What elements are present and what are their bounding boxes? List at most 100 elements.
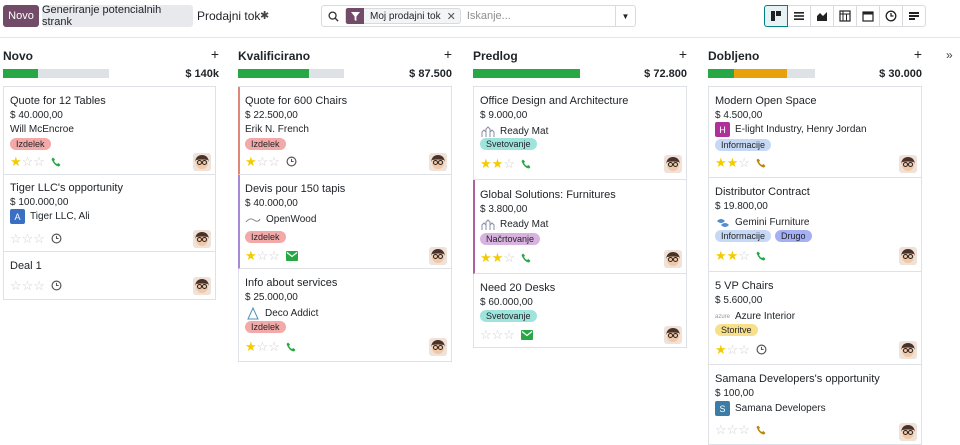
- close-icon[interactable]: ✕: [446, 10, 456, 23]
- card-footer: ☆☆☆: [480, 328, 533, 341]
- kanban-column-predlog: Predlog + $ 72.800 Office Design and Arc…: [473, 38, 689, 348]
- card-tags: Izdelek: [245, 138, 290, 150]
- priority-stars[interactable]: ★☆☆: [245, 248, 280, 263]
- map-view-icon[interactable]: [902, 5, 926, 27]
- card-tags: Načrtovanje: [480, 233, 544, 245]
- card-list: Modern Open Space $ 4.500,00 H E-light I…: [708, 86, 922, 445]
- email-icon[interactable]: [520, 329, 533, 340]
- avatar[interactable]: [193, 230, 211, 248]
- phone-icon[interactable]: [521, 253, 531, 263]
- priority-stars[interactable]: ★☆☆: [10, 154, 45, 169]
- avatar[interactable]: [899, 341, 917, 359]
- clock-icon[interactable]: [51, 280, 62, 291]
- column-progress-bar[interactable]: [3, 69, 109, 78]
- tag: Drugo: [775, 230, 812, 242]
- priority-stars[interactable]: ☆☆☆: [715, 422, 750, 437]
- graph-view-icon[interactable]: [810, 5, 834, 27]
- card-list: Office Design and Architecture $ 9.000,0…: [473, 86, 687, 348]
- priority-stars[interactable]: ★★☆: [715, 248, 750, 263]
- generate-leads-button[interactable]: Generiranje potencialnih strank: [42, 4, 193, 28]
- add-card-icon[interactable]: +: [210, 46, 219, 62]
- progress-segment-green[interactable]: [3, 69, 38, 78]
- card-name: Modern Open Space: [715, 95, 817, 107]
- list-view-icon[interactable]: [787, 5, 811, 27]
- kanban-card[interactable]: Deal 1 ☆☆☆: [3, 252, 216, 300]
- kanban-card[interactable]: Quote for 600 Chairs $ 22.500,00 Erik N.…: [238, 87, 452, 175]
- avatar[interactable]: [899, 155, 917, 173]
- avatar[interactable]: [899, 247, 917, 265]
- avatar[interactable]: [664, 155, 682, 173]
- card-customer: Erik N. French: [245, 124, 309, 135]
- clock-icon[interactable]: [756, 344, 767, 355]
- filter-icon: [346, 8, 364, 24]
- progress-segment-green[interactable]: [238, 69, 309, 78]
- column-progress-bar[interactable]: [473, 69, 580, 78]
- avatar[interactable]: [664, 250, 682, 268]
- tag: Informacije: [715, 139, 772, 151]
- column-total: $ 30.000: [879, 68, 922, 80]
- kanban-card[interactable]: Samana Developers's opportunity $ 100,00…: [708, 365, 922, 445]
- add-card-icon[interactable]: +: [443, 46, 452, 62]
- avatar[interactable]: [193, 153, 211, 171]
- phone-icon[interactable]: [521, 159, 531, 169]
- kanban-card[interactable]: Office Design and Architecture $ 9.000,0…: [473, 87, 687, 180]
- avatar[interactable]: [664, 326, 682, 344]
- progress-segment-green[interactable]: [708, 69, 734, 78]
- card-footer: ★★☆: [715, 156, 766, 169]
- progress-segment-orange[interactable]: [734, 69, 787, 78]
- priority-stars[interactable]: ★☆☆: [245, 339, 280, 354]
- column-progress-bar[interactable]: [708, 69, 815, 78]
- avatar[interactable]: [899, 423, 917, 441]
- clock-icon[interactable]: [51, 233, 62, 244]
- column-progress-bar[interactable]: [238, 69, 344, 78]
- priority-stars[interactable]: ★★☆: [715, 155, 750, 170]
- priority-stars[interactable]: ☆☆☆: [480, 327, 515, 342]
- gear-icon[interactable]: ✱: [260, 10, 270, 22]
- chevron-down-icon[interactable]: ▼: [615, 6, 635, 26]
- priority-stars[interactable]: ★★☆: [480, 250, 515, 265]
- clock-icon[interactable]: [286, 156, 297, 167]
- avatar[interactable]: [193, 277, 211, 295]
- card-amount: $ 3.800,00: [480, 204, 528, 215]
- add-card-icon[interactable]: +: [913, 46, 922, 62]
- priority-stars[interactable]: ☆☆☆: [10, 278, 45, 293]
- priority-stars[interactable]: ☆☆☆: [10, 231, 45, 246]
- kanban-card[interactable]: Devis pour 150 tapis $ 40.000,00 OpenWoo…: [238, 175, 452, 269]
- column-title[interactable]: Predlog: [473, 49, 518, 63]
- control-panel: Novo Generiranje potencialnih strank Pro…: [0, 0, 960, 36]
- search-facet: Moj prodajni tok ✕: [345, 8, 461, 24]
- expand-folded-columns-icon[interactable]: »: [946, 48, 953, 62]
- phone-icon[interactable]: [756, 158, 766, 168]
- priority-stars[interactable]: ★☆☆: [715, 342, 750, 357]
- email-icon[interactable]: [285, 250, 298, 261]
- add-card-icon[interactable]: +: [678, 46, 687, 62]
- card-amount: $ 19.800,00: [715, 201, 768, 212]
- kanban-card[interactable]: Quote for 12 Tables $ 40.000,00 Will McE…: [3, 87, 216, 175]
- kanban-card[interactable]: Info about services $ 25.000,00 Deco Add…: [238, 269, 452, 362]
- kanban-card[interactable]: Need 20 Desks $ 60.000,00 Svetovanje ☆☆☆: [473, 274, 687, 348]
- activity-view-icon[interactable]: [879, 5, 903, 27]
- phone-icon[interactable]: [756, 251, 766, 261]
- avatar[interactable]: [429, 247, 447, 265]
- pivot-view-icon[interactable]: [833, 5, 857, 27]
- phone-icon[interactable]: [286, 342, 296, 352]
- kanban-card[interactable]: Distributor Contract $ 19.800,00 Gemini …: [708, 178, 922, 272]
- progress-segment-green[interactable]: [473, 69, 580, 78]
- kanban-card[interactable]: Modern Open Space $ 4.500,00 H E-light I…: [708, 87, 922, 178]
- avatar[interactable]: [429, 153, 447, 171]
- kanban-card[interactable]: 5 VP Chairs $ 5.600,00 azure Azure Inter…: [708, 272, 922, 365]
- phone-icon[interactable]: [51, 157, 61, 167]
- column-title[interactable]: Dobljeno: [708, 49, 760, 63]
- avatar[interactable]: [429, 338, 447, 356]
- search-input[interactable]: [466, 10, 627, 22]
- kanban-card[interactable]: Global Solutions: Furnitures $ 3.800,00 …: [473, 180, 687, 274]
- priority-stars[interactable]: ★★☆: [480, 156, 515, 171]
- kanban-card[interactable]: Tiger LLC's opportunity $ 100.000,00 A T…: [3, 175, 216, 252]
- kanban-view-icon[interactable]: [764, 5, 788, 27]
- new-button[interactable]: Novo: [3, 5, 39, 27]
- phone-icon[interactable]: [756, 425, 766, 435]
- priority-stars[interactable]: ★☆☆: [245, 154, 280, 169]
- column-title[interactable]: Kvalificirano: [238, 49, 311, 63]
- calendar-view-icon[interactable]: [856, 5, 880, 27]
- column-title[interactable]: Novo: [3, 49, 33, 63]
